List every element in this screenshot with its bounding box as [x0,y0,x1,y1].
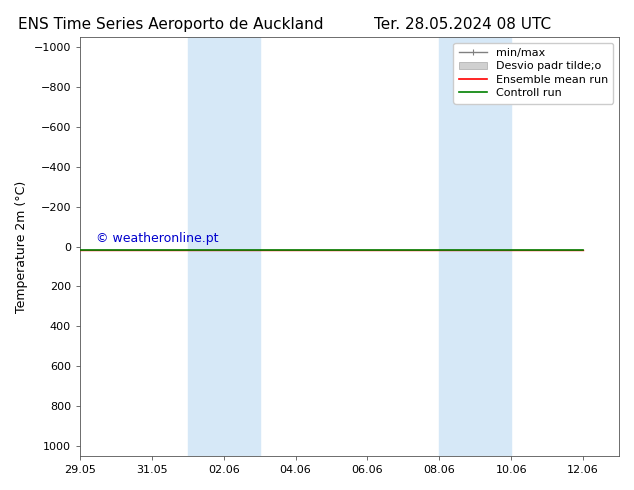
Y-axis label: Temperature 2m (°C): Temperature 2m (°C) [15,180,28,313]
Text: Ter. 28.05.2024 08 UTC: Ter. 28.05.2024 08 UTC [374,17,552,32]
Legend: min/max, Desvio padr tilde;o, Ensemble mean run, Controll run: min/max, Desvio padr tilde;o, Ensemble m… [453,43,614,104]
Text: ENS Time Series Aeroporto de Auckland: ENS Time Series Aeroporto de Auckland [18,17,324,32]
Bar [439,37,511,456]
Bar [188,37,260,456]
Text: © weatheronline.pt: © weatheronline.pt [96,232,219,245]
